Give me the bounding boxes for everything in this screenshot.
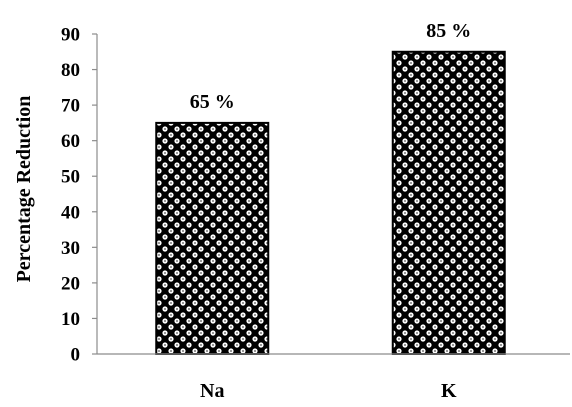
- y-tick-label: 90: [61, 25, 80, 46]
- x-tick-label-k: K: [441, 380, 457, 402]
- data-labels: 65 % 85 %: [190, 20, 472, 113]
- data-label-k: 85 %: [426, 20, 471, 42]
- bar-k: [391, 50, 506, 356]
- x-axis-labels: Na K: [200, 380, 457, 402]
- y-tick-label: 50: [61, 167, 80, 188]
- y-tick-label: 30: [61, 238, 80, 259]
- y-axis-ticks: 0 10 20 30 40 50 60 70 80 90: [61, 25, 97, 366]
- bars: [155, 50, 506, 356]
- y-tick-label: 80: [61, 60, 80, 81]
- y-tick-label: 70: [61, 96, 80, 117]
- y-tick-label: 10: [61, 309, 80, 330]
- y-tick-label: 0: [71, 345, 81, 366]
- y-tick-label: 60: [61, 131, 80, 152]
- y-tick-label: 40: [61, 202, 80, 223]
- y-axis-title-group: Percentage Reduction: [13, 96, 35, 283]
- x-tick-label-na: Na: [200, 380, 224, 402]
- y-axis-title: Percentage Reduction: [13, 96, 35, 283]
- data-label-na: 65 %: [190, 91, 235, 113]
- y-tick-label: 20: [61, 273, 80, 294]
- bar-na: [155, 121, 270, 355]
